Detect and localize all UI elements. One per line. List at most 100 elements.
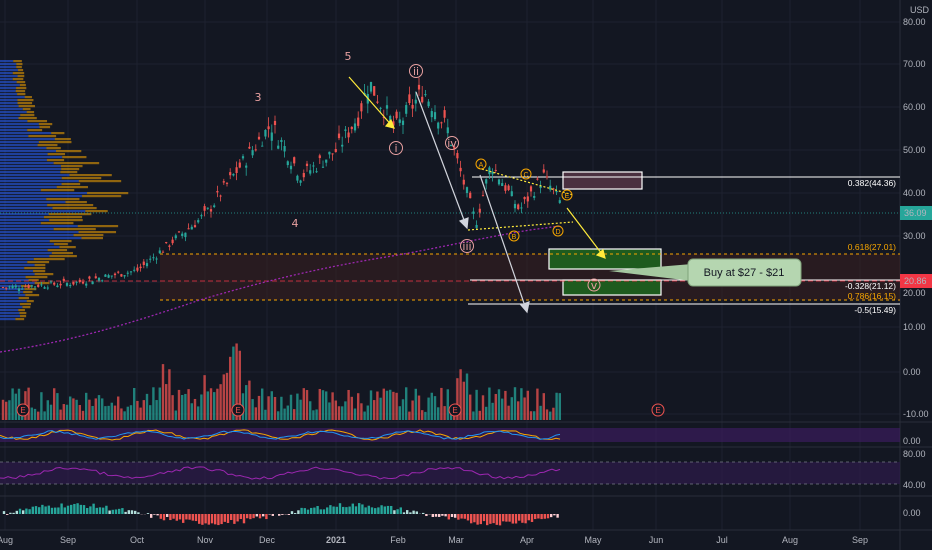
- callout-pointer: [609, 264, 692, 281]
- macd-bar: [92, 503, 95, 514]
- volume-bar: [494, 393, 497, 420]
- volume-profile-bar: [24, 288, 37, 291]
- volume-bar: [488, 387, 491, 420]
- earnings-marker-3: E: [448, 403, 462, 417]
- macd-bar: [134, 510, 137, 514]
- volume-bar: [302, 388, 305, 420]
- candle: [433, 105, 437, 122]
- macd-bar: [114, 509, 118, 514]
- volume-bar: [398, 406, 401, 420]
- volume-bar: [385, 390, 389, 420]
- volume-bar: [88, 399, 91, 420]
- time-label-aug: Aug: [0, 535, 13, 545]
- macd-bar: [470, 514, 473, 524]
- candle: [107, 273, 110, 279]
- volume-bar: [190, 403, 193, 420]
- volume-bar: [245, 385, 248, 420]
- volume-bar: [72, 398, 75, 420]
- price-axis: USD 80.00 70.00 60.00 50.00 40.00 30.00 …: [900, 5, 932, 518]
- candle: [481, 190, 485, 197]
- macd-bar: [479, 514, 482, 525]
- macd-bar: [150, 514, 153, 518]
- volume-bar: [558, 393, 561, 420]
- volume-bar: [177, 389, 181, 420]
- volume-profile-bar: [0, 114, 21, 117]
- candle: [376, 95, 379, 105]
- wave-label-C: C: [520, 168, 532, 180]
- candle: [414, 91, 417, 112]
- macd-bar: [178, 514, 182, 520]
- volume-profile-bar: [78, 180, 122, 183]
- volume-profile-bar: [46, 147, 61, 150]
- volume-profile-bar: [33, 270, 46, 273]
- volume-bar: [497, 389, 501, 420]
- svg-text:E: E: [655, 406, 660, 415]
- candle: [449, 144, 453, 147]
- candle: [14, 283, 17, 289]
- volume-bar: [187, 389, 190, 420]
- volume-profile-bar: [26, 300, 34, 303]
- volume-profile-bar: [20, 315, 27, 318]
- volume-bar: [369, 390, 373, 420]
- macd-bar: [540, 514, 543, 520]
- candle: [21, 285, 24, 290]
- volume-profile-bar: [49, 219, 83, 222]
- candle: [533, 191, 536, 201]
- price-tick-0: 0.00: [903, 367, 921, 377]
- macd-bar: [73, 503, 76, 514]
- volume-profile-bar: [48, 213, 92, 216]
- volume-profile-bar: [0, 132, 52, 135]
- macd-bar: [498, 514, 502, 526]
- volume-profile-bar: [0, 69, 18, 72]
- volume-profile-bar: [59, 246, 76, 249]
- macd-bar: [262, 514, 265, 517]
- time-label-dec: Dec: [259, 535, 276, 545]
- volume-profile-bar: [0, 306, 23, 309]
- volume-profile-bar: [82, 195, 122, 198]
- volume-profile-bar: [0, 75, 18, 78]
- candle: [513, 200, 517, 213]
- wave-label-5: 5: [345, 50, 352, 63]
- volume-profile-bar: [0, 264, 35, 267]
- buy-callout[interactable]: Buy at $27 - $21: [609, 258, 802, 287]
- volume-profile-bar: [73, 234, 104, 237]
- candle: [321, 160, 325, 168]
- volume-profile-bar: [0, 288, 25, 291]
- volume-profile-bar: [0, 270, 34, 273]
- macd-bar: [287, 514, 290, 516]
- macd-bar: [98, 507, 102, 514]
- volume-profile-bar: [0, 153, 48, 156]
- wave-label-B: B: [508, 230, 520, 242]
- candle: [270, 124, 273, 151]
- candle: [136, 264, 139, 273]
- candle: [497, 178, 501, 186]
- volume-profile-bar: [77, 225, 119, 228]
- earnings-marker-4: E: [651, 403, 665, 417]
- macd-bar: [521, 514, 524, 523]
- volume-profile-bar: [25, 276, 48, 279]
- volume-profile-bar: [23, 291, 33, 294]
- volume-profile-bar: [40, 189, 75, 192]
- volume-bar: [30, 407, 33, 420]
- candle: [382, 109, 385, 126]
- candle: [72, 281, 75, 286]
- macd-bar: [534, 514, 537, 520]
- candle: [427, 98, 430, 108]
- volume-profile-bar: [17, 69, 24, 72]
- volume-profile-bar: [0, 210, 86, 213]
- volume-bar: [104, 406, 107, 420]
- candle: [53, 281, 56, 287]
- fib-label-m05: -0.5(15.49): [854, 305, 896, 315]
- candle: [17, 285, 21, 294]
- candle: [504, 182, 507, 194]
- volume-bar: [59, 409, 62, 420]
- macd-bar: [271, 514, 274, 516]
- wave-label-i: i: [389, 141, 403, 155]
- macd-bar: [358, 503, 361, 514]
- volume-bar: [49, 404, 53, 420]
- macd-bar: [47, 505, 50, 514]
- price-tick-80: 80.00: [903, 17, 926, 27]
- candle: [536, 176, 539, 181]
- earnings-markers: E E E E: [16, 403, 665, 417]
